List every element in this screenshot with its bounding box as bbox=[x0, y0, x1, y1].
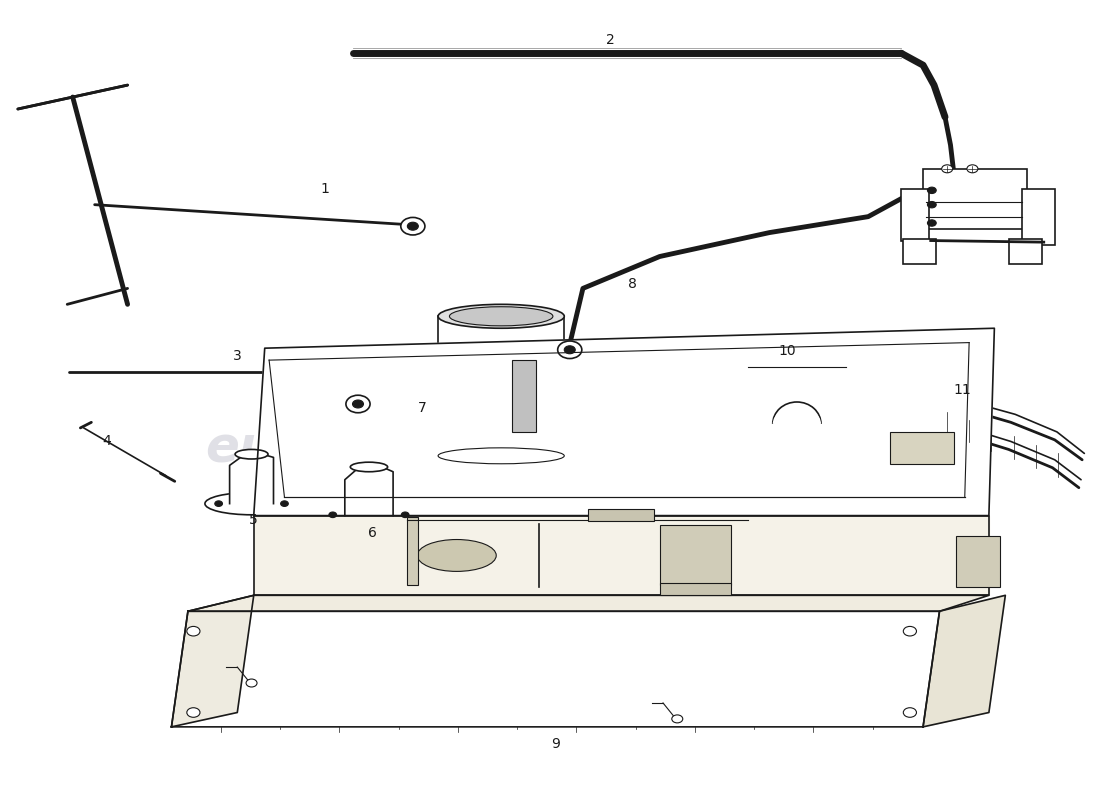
Polygon shape bbox=[254, 328, 994, 515]
Ellipse shape bbox=[400, 218, 425, 235]
Ellipse shape bbox=[967, 165, 978, 173]
Ellipse shape bbox=[214, 501, 222, 506]
Wedge shape bbox=[772, 406, 821, 424]
Bar bbox=[407, 517, 418, 585]
Text: 1: 1 bbox=[320, 182, 330, 196]
Text: 3: 3 bbox=[233, 349, 242, 363]
Text: 7: 7 bbox=[418, 401, 427, 415]
Ellipse shape bbox=[187, 626, 200, 636]
Ellipse shape bbox=[205, 493, 298, 515]
Text: 8: 8 bbox=[628, 278, 637, 291]
Ellipse shape bbox=[903, 708, 916, 718]
Ellipse shape bbox=[345, 395, 370, 413]
Text: 10: 10 bbox=[778, 343, 795, 358]
Text: 2: 2 bbox=[606, 33, 615, 46]
Ellipse shape bbox=[672, 715, 683, 723]
Bar bbox=[1022, 189, 1055, 245]
Bar bbox=[660, 525, 732, 585]
Text: 6: 6 bbox=[367, 526, 376, 540]
Ellipse shape bbox=[235, 450, 268, 459]
Ellipse shape bbox=[350, 462, 387, 472]
Ellipse shape bbox=[280, 501, 288, 506]
Ellipse shape bbox=[942, 165, 953, 173]
Ellipse shape bbox=[450, 306, 553, 326]
Bar bbox=[513, 360, 537, 432]
Text: 4: 4 bbox=[102, 434, 111, 449]
Bar bbox=[890, 432, 954, 464]
Polygon shape bbox=[172, 611, 939, 727]
Ellipse shape bbox=[903, 626, 916, 636]
Ellipse shape bbox=[352, 400, 363, 408]
Text: 5: 5 bbox=[250, 513, 258, 526]
Polygon shape bbox=[188, 595, 989, 611]
Ellipse shape bbox=[438, 448, 564, 464]
Ellipse shape bbox=[407, 222, 418, 230]
Ellipse shape bbox=[402, 512, 409, 518]
Ellipse shape bbox=[320, 504, 418, 527]
Bar bbox=[660, 583, 732, 595]
Ellipse shape bbox=[927, 187, 936, 194]
Bar bbox=[903, 239, 936, 265]
Text: eurospares: eurospares bbox=[206, 424, 521, 472]
Polygon shape bbox=[254, 515, 989, 595]
Text: 9: 9 bbox=[551, 738, 560, 751]
Polygon shape bbox=[172, 595, 254, 727]
Ellipse shape bbox=[329, 512, 337, 518]
Ellipse shape bbox=[246, 679, 257, 687]
Bar bbox=[1009, 239, 1042, 265]
Bar bbox=[901, 189, 928, 241]
Polygon shape bbox=[230, 454, 274, 504]
Bar bbox=[438, 316, 564, 456]
Text: 11: 11 bbox=[954, 383, 971, 398]
Bar bbox=[748, 360, 846, 424]
Polygon shape bbox=[923, 595, 1005, 727]
Ellipse shape bbox=[417, 539, 496, 571]
Ellipse shape bbox=[927, 202, 936, 208]
Bar bbox=[923, 169, 1027, 229]
Ellipse shape bbox=[564, 346, 575, 354]
Text: eurospares: eurospares bbox=[590, 519, 905, 567]
Ellipse shape bbox=[927, 220, 936, 226]
Polygon shape bbox=[344, 467, 393, 515]
Ellipse shape bbox=[187, 708, 200, 718]
Bar bbox=[956, 535, 1000, 587]
Ellipse shape bbox=[558, 341, 582, 358]
Bar bbox=[588, 510, 654, 521]
Ellipse shape bbox=[438, 304, 564, 328]
